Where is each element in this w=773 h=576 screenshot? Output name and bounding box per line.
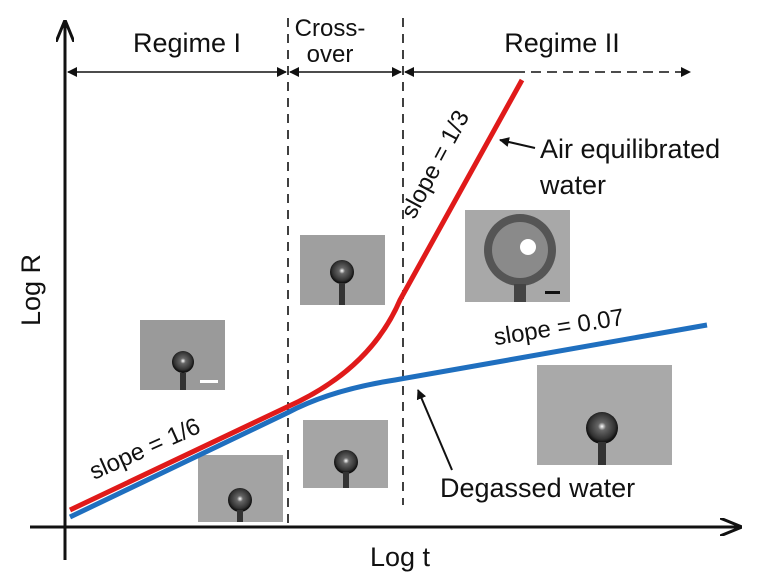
y-axis-label: Log R [16, 254, 46, 326]
pointer-arrow [499, 137, 536, 149]
x-axis-label: Log t [370, 542, 431, 572]
air-curve [68, 78, 525, 513]
inset-image [140, 210, 672, 522]
regime-label: Cross- [295, 15, 366, 42]
slope-label: slope = 1/3 [396, 106, 475, 223]
regime-label: Regime II [504, 28, 620, 58]
annotation: Air equilibrated [540, 134, 720, 164]
annotation: Degassed water [440, 473, 635, 503]
regime-label: Regime I [133, 28, 241, 58]
annotation: water [539, 170, 606, 200]
degassed-curve [68, 322, 708, 520]
pointer-arrow [416, 389, 453, 471]
regime-label: over [307, 41, 354, 68]
